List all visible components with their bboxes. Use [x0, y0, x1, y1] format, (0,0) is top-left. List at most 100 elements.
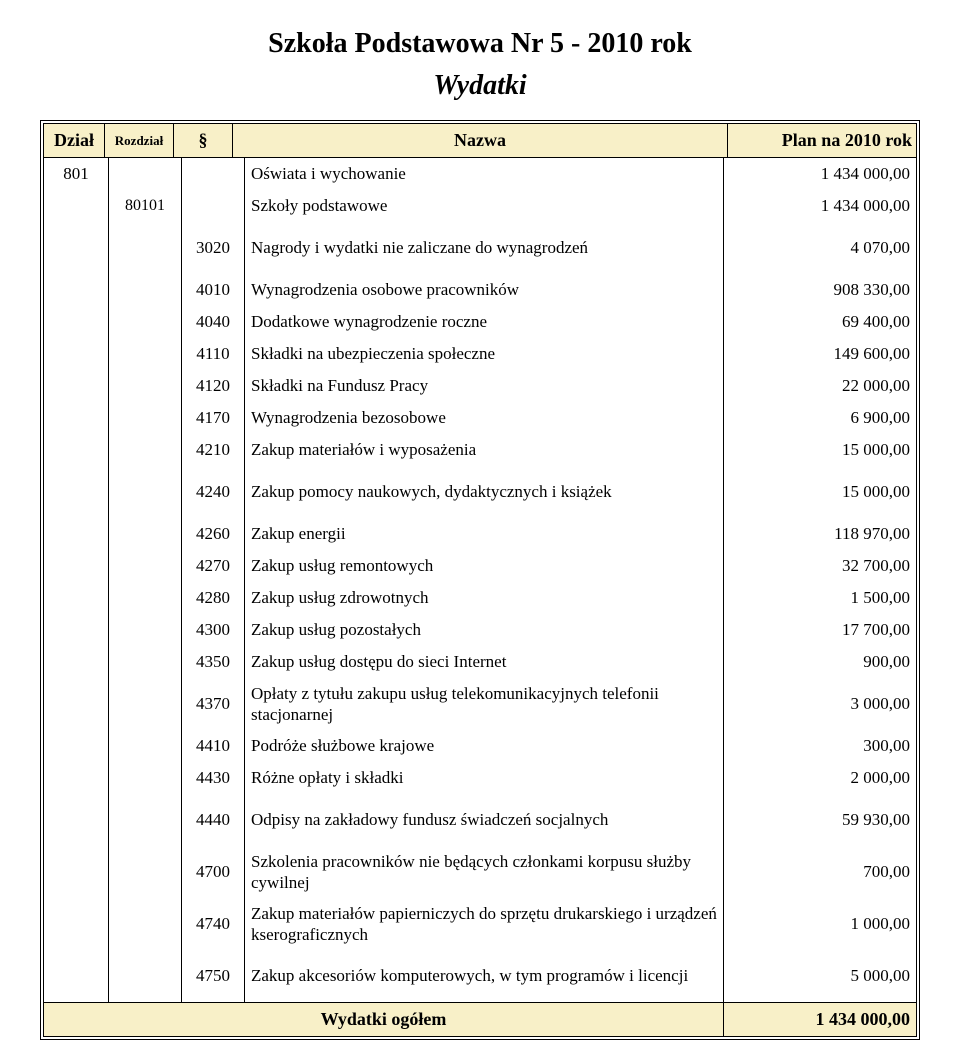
- cell-rozdzial: [109, 466, 182, 518]
- cell-paragraf: 4370: [182, 678, 245, 730]
- cell-rozdzial: [109, 582, 182, 614]
- cell-nazwa: Nagrody i wydatki nie zaliczane do wynag…: [245, 222, 724, 274]
- cell-dzial: [44, 190, 109, 222]
- cell-rozdzial: [109, 370, 182, 402]
- cell-nazwa: Zakup energii: [245, 518, 724, 550]
- cell-nazwa: Wynagrodzenia bezosobowe: [245, 402, 724, 434]
- cell-paragraf: 4740: [182, 898, 245, 950]
- cell-nazwa: Składki na ubezpieczenia społeczne: [245, 338, 724, 370]
- cell-paragraf: 4120: [182, 370, 245, 402]
- cell-dzial: [44, 582, 109, 614]
- cell-plan: 700,00: [724, 846, 916, 898]
- col-header-rozdzial: Rozdział: [105, 124, 174, 158]
- table-row: 4240Zakup pomocy naukowych, dydaktycznyc…: [44, 466, 916, 518]
- cell-rozdzial: [109, 402, 182, 434]
- cell-rozdzial: [109, 614, 182, 646]
- table-row: 801Oświata i wychowanie1 434 000,00: [44, 158, 916, 190]
- cell-paragraf: 4270: [182, 550, 245, 582]
- cell-nazwa: Odpisy na zakładowy fundusz świadczeń so…: [245, 794, 724, 846]
- cell-nazwa: Zakup usług zdrowotnych: [245, 582, 724, 614]
- cell-dzial: 801: [44, 158, 109, 190]
- table-row: 4120Składki na Fundusz Pracy22 000,00: [44, 370, 916, 402]
- cell-paragraf: 4750: [182, 950, 245, 1002]
- cell-plan: 1 000,00: [724, 898, 916, 950]
- cell-plan: 300,00: [724, 730, 916, 762]
- cell-paragraf: 4170: [182, 402, 245, 434]
- cell-rozdzial: [109, 846, 182, 898]
- cell-dzial: [44, 614, 109, 646]
- page-subtitle: Wydatki: [40, 70, 920, 102]
- cell-rozdzial: [109, 158, 182, 190]
- table-row: 3020Nagrody i wydatki nie zaliczane do w…: [44, 222, 916, 274]
- cell-plan: 908 330,00: [724, 274, 916, 306]
- cell-paragraf: 4010: [182, 274, 245, 306]
- cell-dzial: [44, 306, 109, 338]
- cell-nazwa: Zakup usług remontowych: [245, 550, 724, 582]
- cell-plan: 59 930,00: [724, 794, 916, 846]
- cell-paragraf: 4410: [182, 730, 245, 762]
- cell-dzial: [44, 950, 109, 1002]
- cell-rozdzial: [109, 274, 182, 306]
- cell-nazwa: Szkolenia pracowników nie będących człon…: [245, 846, 724, 898]
- cell-paragraf: 4040: [182, 306, 245, 338]
- cell-dzial: [44, 402, 109, 434]
- cell-plan: 1 434 000,00: [724, 190, 916, 222]
- cell-rozdzial: [109, 730, 182, 762]
- cell-plan: 22 000,00: [724, 370, 916, 402]
- cell-plan: 4 070,00: [724, 222, 916, 274]
- table-row: 4700Szkolenia pracowników nie będących c…: [44, 846, 916, 898]
- footer-label: Wydatki ogółem: [44, 1003, 724, 1036]
- cell-paragraf: [182, 158, 245, 190]
- cell-dzial: [44, 846, 109, 898]
- footer-value: 1 434 000,00: [724, 1003, 916, 1036]
- cell-plan: 3 000,00: [724, 678, 916, 730]
- cell-nazwa: Zakup akcesoriów komputerowych, w tym pr…: [245, 950, 724, 1002]
- table-row: 4110Składki na ubezpieczenia społeczne14…: [44, 338, 916, 370]
- cell-plan: 15 000,00: [724, 434, 916, 466]
- cell-rozdzial: [109, 550, 182, 582]
- cell-nazwa: Zakup materiałów papierniczych do sprzęt…: [245, 898, 724, 950]
- cell-rozdzial: [109, 678, 182, 730]
- cell-dzial: [44, 762, 109, 794]
- cell-plan: 149 600,00: [724, 338, 916, 370]
- cell-rozdzial: [109, 338, 182, 370]
- cell-nazwa: Dodatkowe wynagrodzenie roczne: [245, 306, 724, 338]
- cell-dzial: [44, 434, 109, 466]
- cell-plan: 15 000,00: [724, 466, 916, 518]
- cell-dzial: [44, 338, 109, 370]
- cell-rozdzial: [109, 518, 182, 550]
- cell-paragraf: 4240: [182, 466, 245, 518]
- cell-dzial: [44, 730, 109, 762]
- cell-plan: 118 970,00: [724, 518, 916, 550]
- cell-dzial: [44, 550, 109, 582]
- table-row: 4170Wynagrodzenia bezosobowe6 900,00: [44, 402, 916, 434]
- cell-nazwa: Zakup usług pozostałych: [245, 614, 724, 646]
- table-row: 4040Dodatkowe wynagrodzenie roczne69 400…: [44, 306, 916, 338]
- cell-paragraf: [182, 190, 245, 222]
- cell-dzial: [44, 794, 109, 846]
- cell-nazwa: Opłaty z tytułu zakupu usług telekomunik…: [245, 678, 724, 730]
- cell-paragraf: 4430: [182, 762, 245, 794]
- cell-paragraf: 4440: [182, 794, 245, 846]
- cell-plan: 2 000,00: [724, 762, 916, 794]
- cell-nazwa: Zakup pomocy naukowych, dydaktycznych i …: [245, 466, 724, 518]
- table-row: 4260Zakup energii118 970,00: [44, 518, 916, 550]
- cell-paragraf: 4300: [182, 614, 245, 646]
- table-row: 4370Opłaty z tytułu zakupu usług telekom…: [44, 678, 916, 730]
- table-body: 801Oświata i wychowanie1 434 000,0080101…: [44, 158, 916, 1002]
- table-footer-row: Wydatki ogółem 1 434 000,00: [44, 1002, 916, 1036]
- cell-rozdzial: [109, 898, 182, 950]
- col-header-paragraf: §: [174, 124, 233, 158]
- cell-rozdzial: [109, 434, 182, 466]
- table-row: 4740Zakup materiałów papierniczych do sp…: [44, 898, 916, 950]
- cell-nazwa: Oświata i wychowanie: [245, 158, 724, 190]
- table-row: 4440Odpisy na zakładowy fundusz świadcze…: [44, 794, 916, 846]
- table-row: 4750Zakup akcesoriów komputerowych, w ty…: [44, 950, 916, 1002]
- cell-rozdzial: [109, 646, 182, 678]
- cell-nazwa: Zakup usług dostępu do sieci Internet: [245, 646, 724, 678]
- cell-dzial: [44, 466, 109, 518]
- cell-dzial: [44, 222, 109, 274]
- table-row: 4300Zakup usług pozostałych17 700,00: [44, 614, 916, 646]
- cell-rozdzial: [109, 950, 182, 1002]
- cell-paragraf: 4700: [182, 846, 245, 898]
